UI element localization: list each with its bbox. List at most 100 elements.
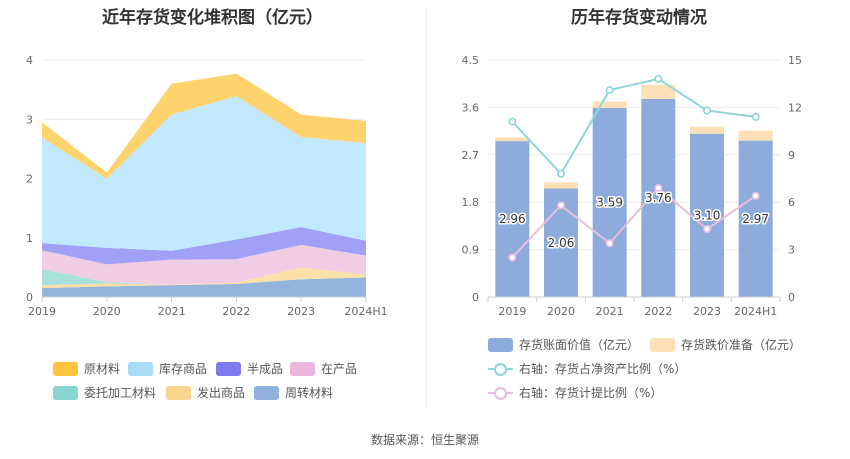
legend-swatch — [216, 361, 241, 376]
area-series — [42, 244, 366, 285]
bar-value-label-halo: 2.96 — [499, 212, 526, 226]
legend-item[interactable]: 右轴：存货计提比例（%） — [488, 384, 662, 401]
x-tick-label: 2023 — [287, 305, 315, 318]
bar-book-value — [690, 133, 724, 297]
x-tick-label: 2022 — [222, 305, 250, 318]
bar-book-value — [495, 141, 530, 297]
legend-label: 右轴：存货占净资产比例（%） — [519, 362, 687, 376]
y-tick-label: 4 — [26, 54, 33, 67]
bar-value-label: 2.96 — [499, 212, 526, 226]
x-tick-label: 2020 — [547, 305, 575, 318]
legend-swatch — [488, 337, 513, 352]
legend-swatch — [290, 361, 315, 376]
line-point — [702, 225, 711, 234]
bar-impairment — [592, 101, 627, 108]
x-tick-label: 2019 — [498, 305, 526, 318]
x-tick-label: 2019 — [28, 305, 56, 318]
y-tick-label: 2 — [26, 173, 33, 186]
line-point — [654, 74, 663, 83]
legend-item[interactable]: 在产品 — [290, 360, 357, 377]
legend-swatch — [128, 361, 153, 376]
x-tick-label: 2023 — [693, 305, 721, 318]
legend-item[interactable]: 发出商品 — [166, 384, 245, 401]
legend-label: 库存商品 — [159, 362, 208, 376]
bar-value-label-halo: 3.10 — [694, 208, 721, 222]
line-point — [508, 253, 517, 262]
bar-line-chart-panel: 历年存货变动情况 0 0.9 1.8 2.7 3.6 4.5 0 3 6 9 12 15 2019 202… — [428, 0, 850, 420]
bar-impairment — [690, 126, 724, 134]
legend-item[interactable]: 存货跌价准备（亿元） — [650, 336, 801, 353]
left-y-tick-label: 0 — [472, 291, 479, 304]
data-source-text: 数据来源：恒生聚源 — [370, 433, 479, 447]
bar-value-label: 2.97 — [742, 212, 769, 226]
legend-swatch — [488, 386, 513, 400]
legend-item[interactable]: 原材料 — [53, 360, 120, 377]
legend-item[interactable]: 库存商品 — [128, 360, 207, 377]
left-y-tick-label: 1.8 — [462, 196, 480, 209]
bar-value-label-halo: 2.97 — [742, 212, 769, 226]
legend-label: 右轴：存货计提比例（%） — [519, 386, 663, 400]
legend-swatch — [53, 385, 78, 400]
bar-value-label: 2.06 — [548, 236, 575, 250]
bar-impairment — [738, 130, 773, 141]
area-series — [42, 96, 366, 251]
panel-divider — [426, 8, 427, 408]
legend-swatch — [166, 385, 191, 400]
area-series — [42, 267, 366, 289]
legend-label: 在产品 — [321, 362, 358, 376]
right-y-tick-label: 9 — [788, 149, 795, 162]
stacked-area-chart: 0 1 2 3 4 2019 2020 2021 2022 2023 2024H1 — [26, 54, 388, 318]
right-y-tick-label: 12 — [788, 101, 802, 114]
legend-item[interactable]: 周转材料 — [254, 384, 333, 401]
bar-value-label-halo: 3.59 — [596, 195, 623, 209]
line-point — [508, 117, 517, 126]
line-point — [702, 106, 711, 115]
line-point — [751, 191, 760, 200]
right-y-tick-label: 15 — [788, 54, 802, 67]
right-y-tick-label: 3 — [788, 244, 795, 257]
legend-item[interactable]: 存货账面价值（亿元） — [488, 336, 639, 353]
line-provision-ratio — [511, 186, 757, 259]
legend-swatch — [650, 337, 675, 352]
bar-impairment — [544, 182, 578, 189]
line-point — [605, 239, 614, 248]
x-tick-label: 2021 — [158, 305, 186, 318]
bar-book-value — [592, 107, 627, 297]
bar-impairment — [641, 84, 676, 99]
x-tick-label: 2021 — [596, 305, 624, 318]
area-series — [42, 267, 366, 286]
x-tick-label: 2020 — [93, 305, 121, 318]
right-y-tick-label: 6 — [788, 196, 795, 209]
legend-swatch — [254, 385, 279, 400]
line-point — [557, 201, 566, 210]
area-series — [42, 73, 366, 179]
line-net-asset-ratio — [511, 77, 756, 176]
left-y-tick-label: 4.5 — [462, 54, 480, 67]
y-tick-label: 0 — [26, 291, 33, 304]
legend-label: 发出商品 — [197, 386, 246, 400]
area-series — [42, 227, 366, 265]
bar-value-label: 3.76 — [645, 191, 672, 205]
legend-item[interactable]: 右轴：存货占净资产比例（%） — [488, 360, 686, 377]
legend-swatch — [53, 361, 78, 376]
bar-value-label-halo: 2.06 — [548, 236, 575, 250]
bar-value-label: 3.59 — [596, 195, 623, 209]
right-chart-title: 历年存货变动情况 — [571, 8, 707, 28]
stacked-area-chart-panel: 近年存货变化堆积图（亿元） 0 1 2 3 4 2019 2020 2021 2022 2023 2… — [0, 0, 425, 420]
legend-label: 原材料 — [84, 362, 121, 376]
bar-value-label-halo: 3.76 — [645, 191, 672, 205]
left-chart-title: 近年存货变化堆积图（亿元） — [102, 8, 323, 28]
x-tick-label: 2022 — [644, 305, 672, 318]
left-y-tick-label: 3.6 — [462, 101, 480, 114]
legend-label: 委托加工材料 — [84, 386, 157, 400]
line-point — [751, 112, 760, 121]
legend-label: 存货跌价准备（亿元） — [681, 338, 802, 352]
legend-label: 半成品 — [247, 362, 284, 376]
x-tick-label: 2024H1 — [344, 305, 387, 318]
legend-label: 存货账面价值（亿元） — [519, 338, 640, 352]
legend-item[interactable]: 半成品 — [216, 360, 283, 377]
y-tick-label: 3 — [26, 113, 33, 126]
legend-item[interactable]: 委托加工材料 — [53, 384, 156, 401]
x-tick-label: 2024H1 — [734, 305, 777, 318]
legend-swatch — [488, 362, 513, 376]
